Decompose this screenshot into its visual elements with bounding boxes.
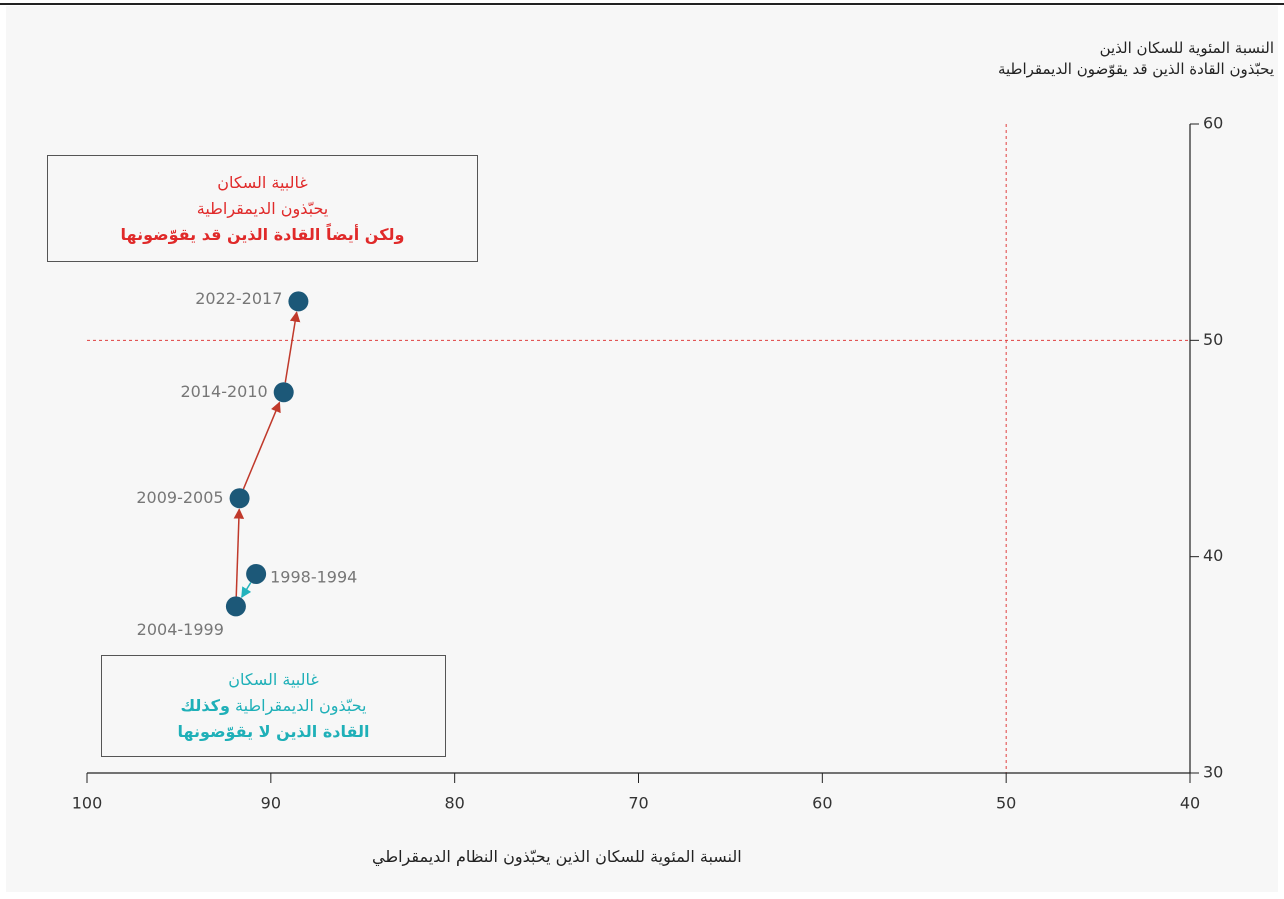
- annotation-line: غالبية السكان: [102, 667, 445, 693]
- annotation-line: يحبّذون الديمقراطية وكذلك: [102, 693, 445, 719]
- point-label: 2014-2010: [180, 382, 267, 401]
- y-axis-title-line: النسبة المئوية للسكان الذين: [1099, 39, 1274, 57]
- point: [225, 596, 246, 617]
- x-tick-label: 80: [444, 794, 464, 813]
- annotation-text: غالبية السكان: [217, 172, 308, 192]
- y-tick-label: 60: [1203, 114, 1223, 133]
- x-tick-label: 70: [628, 794, 648, 813]
- x-axis-title: النسبة المئوية للسكان الذين يحبّذون النظ…: [372, 847, 742, 866]
- annotation-text: القادة الذين لا يقوّضونها: [177, 722, 370, 741]
- point: [273, 382, 294, 403]
- annotation-line: غالبية السكان: [48, 170, 477, 196]
- x-tick-label: 100: [72, 794, 103, 813]
- annotation-text: وكذلك: [180, 696, 230, 715]
- annotation-text: يحبّذون الديمقراطية: [235, 696, 367, 715]
- annotation-line: القادة الذين لا يقوّضونها: [102, 719, 445, 745]
- annotation-text: يحبّذون الديمقراطية: [196, 198, 329, 218]
- point-label: 2009-2005: [136, 488, 223, 507]
- annotation-line: ولكن أيضاً القادة الذين قد يقوّضونها: [48, 222, 477, 248]
- arrow: [284, 311, 301, 383]
- y-tick-label: 40: [1203, 546, 1223, 565]
- point: [229, 488, 250, 509]
- y-axis-title: النسبة المئوية للسكان الذين يحبّذون القا…: [998, 38, 1274, 80]
- annotation-line: يحبّذون الديمقراطية: [48, 196, 477, 222]
- point-label: 2004-1999: [137, 620, 224, 639]
- y-tick-label: 50: [1203, 330, 1223, 349]
- annotation-text: غالبية السكان: [228, 670, 319, 689]
- point: [246, 563, 267, 584]
- annotation-text: ولكن أيضاً القادة الذين قد يقوّضونها: [120, 224, 405, 244]
- annotation-box: غالبية السكان يحبّذون الديمقراطية ولكن أيض…: [47, 155, 478, 262]
- arrow: [233, 508, 245, 597]
- x-tick-label: 50: [996, 794, 1016, 813]
- point: [288, 291, 309, 312]
- y-axis-title-line: يحبّذون القادة الذين قد يقوّضون الديمقرا…: [997, 60, 1274, 78]
- panel: [6, 6, 1278, 892]
- arrow: [241, 582, 252, 598]
- y-tick-label: 30: [1203, 763, 1223, 782]
- point-label: 2022-2017: [195, 289, 282, 308]
- x-tick-label: 40: [1180, 794, 1200, 813]
- point-label: 1998-1994: [270, 567, 357, 586]
- annotation-box: غالبية السكان يحبّذون الديمقراطية وكذلك ال…: [101, 655, 446, 757]
- arrow: [242, 401, 281, 490]
- x-tick-label: 90: [261, 794, 281, 813]
- x-tick-label: 60: [812, 794, 832, 813]
